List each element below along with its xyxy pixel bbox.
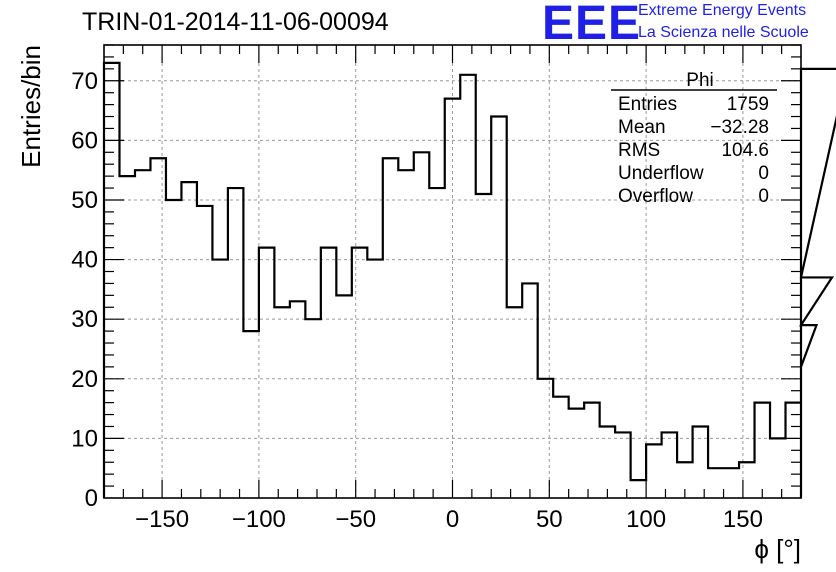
y-tick-label: 60 bbox=[71, 127, 98, 154]
x-tick-label: −50 bbox=[335, 506, 376, 533]
stats-label: Entries bbox=[618, 94, 677, 115]
y-tick-label: 70 bbox=[71, 68, 98, 95]
stats-title: Phi bbox=[686, 70, 713, 91]
x-tick-label: −150 bbox=[135, 506, 189, 533]
stats-label: Mean bbox=[618, 117, 666, 138]
stats-value: 0 bbox=[758, 186, 769, 207]
x-axis-label: ϕ [°] bbox=[754, 534, 801, 564]
logo-line-2: La Scienza nelle Scuole bbox=[638, 24, 809, 41]
stats-label: Underflow bbox=[618, 163, 704, 184]
eee-logo: EEE bbox=[542, 0, 642, 50]
histogram-series bbox=[102, 61, 836, 498]
y-tick-label: 10 bbox=[71, 425, 98, 452]
y-tick-label: 20 bbox=[71, 366, 98, 393]
chart-title: TRIN-01-2014-11-06-00094 bbox=[82, 8, 389, 36]
stats-value: −32.28 bbox=[710, 117, 769, 138]
logo-line-1: Extreme Energy Events bbox=[638, 2, 807, 19]
y-tick-label: 0 bbox=[85, 485, 98, 512]
y-tick-label: 30 bbox=[71, 306, 98, 333]
y-tick-label: 50 bbox=[71, 187, 98, 214]
stats-value: 0 bbox=[758, 163, 769, 184]
stats-label: Overflow bbox=[618, 186, 693, 207]
stats-value: 104.6 bbox=[721, 140, 769, 161]
y-tick-label: 40 bbox=[71, 247, 98, 274]
y-axis-label: Entries/bin bbox=[16, 45, 46, 168]
grid bbox=[104, 45, 801, 498]
stats-label: RMS bbox=[618, 140, 660, 161]
stats-box: Phi Entries 1759 Mean −32.28 RMS 104.6 Underfl… bbox=[611, 70, 777, 207]
tick-labels: −150 −100 −50 0 50 100 150 0 10 20 30 40 50 60 70 bbox=[71, 68, 763, 533]
x-tick-label: 100 bbox=[626, 506, 666, 533]
x-tick-label: 50 bbox=[536, 506, 563, 533]
x-tick-label: 0 bbox=[446, 506, 459, 533]
x-tick-label: 150 bbox=[723, 506, 763, 533]
axis-ticks bbox=[104, 44, 801, 498]
stats-value: 1759 bbox=[727, 94, 769, 115]
x-tick-label: −100 bbox=[232, 506, 286, 533]
plot-frame bbox=[103, 44, 802, 499]
